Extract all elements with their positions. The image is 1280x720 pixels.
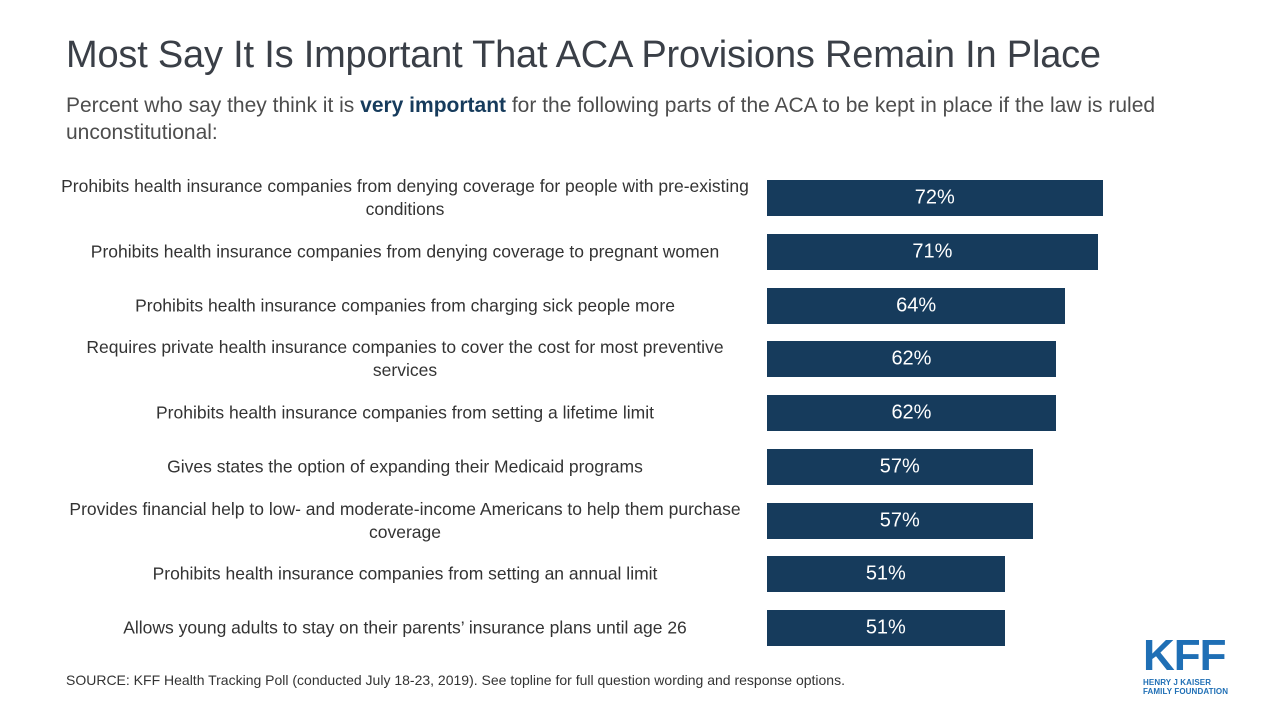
bar-value-label: 51% xyxy=(865,616,906,639)
chart-title: Most Say It Is Important That ACA Provis… xyxy=(66,34,1101,76)
bar-value-label: 62% xyxy=(891,347,932,370)
logo-line-1: HENRY J KAISER xyxy=(1143,678,1212,687)
category-label: Prohibits health insurance companies fro… xyxy=(156,402,654,423)
bar-value-label: 62% xyxy=(891,401,932,424)
chart-subtitle: Percent who say they think it is very im… xyxy=(66,92,1226,146)
bar xyxy=(767,502,1033,539)
logo-mark: KFF xyxy=(1143,631,1227,680)
bar-value-label: 71% xyxy=(912,240,953,263)
bar-value-label: 51% xyxy=(865,562,906,585)
bar-value-label: 57% xyxy=(879,455,920,478)
bar xyxy=(767,180,1103,216)
subtitle-text-start: Percent who say they think it is xyxy=(66,94,361,117)
category-label: Provides financial help to low- and mode… xyxy=(69,498,741,542)
bar xyxy=(767,287,1066,324)
category-label: Prohibits health insurance companies fro… xyxy=(61,176,749,219)
category-label: Gives states the option of expanding the… xyxy=(167,456,643,477)
category-label: Prohibits health insurance companies fro… xyxy=(90,241,720,262)
category-label: Prohibits health insurance companies fro… xyxy=(152,563,658,584)
bar xyxy=(767,448,1033,485)
logo-line-2: FAMILY FOUNDATION xyxy=(1143,687,1229,696)
source-note: SOURCE: KFF Health Tracking Poll (conduc… xyxy=(66,672,845,688)
category-label: Requires private health insurance compan… xyxy=(86,337,724,381)
subtitle-text-end: for the following parts of the ACA to be… xyxy=(66,94,1156,144)
bar xyxy=(767,233,1098,270)
bar xyxy=(767,556,1005,593)
category-label: Allows young adults to stay on their par… xyxy=(123,617,687,638)
bar-value-label: 57% xyxy=(879,509,920,531)
bar-value-label: 72% xyxy=(914,186,955,209)
bar xyxy=(767,610,1005,646)
category-label: Prohibits health insurance companies fro… xyxy=(135,295,675,315)
bar-value-label: 64% xyxy=(896,294,937,316)
subtitle-emphasis: very important xyxy=(360,94,507,117)
bar xyxy=(767,395,1056,431)
kff-logo: KFF HENRY J KAISER FAMILY FOUNDATION xyxy=(1143,631,1235,697)
bar-chart: Prohibits health insurance companies fro… xyxy=(0,166,1280,656)
bar xyxy=(767,341,1056,378)
